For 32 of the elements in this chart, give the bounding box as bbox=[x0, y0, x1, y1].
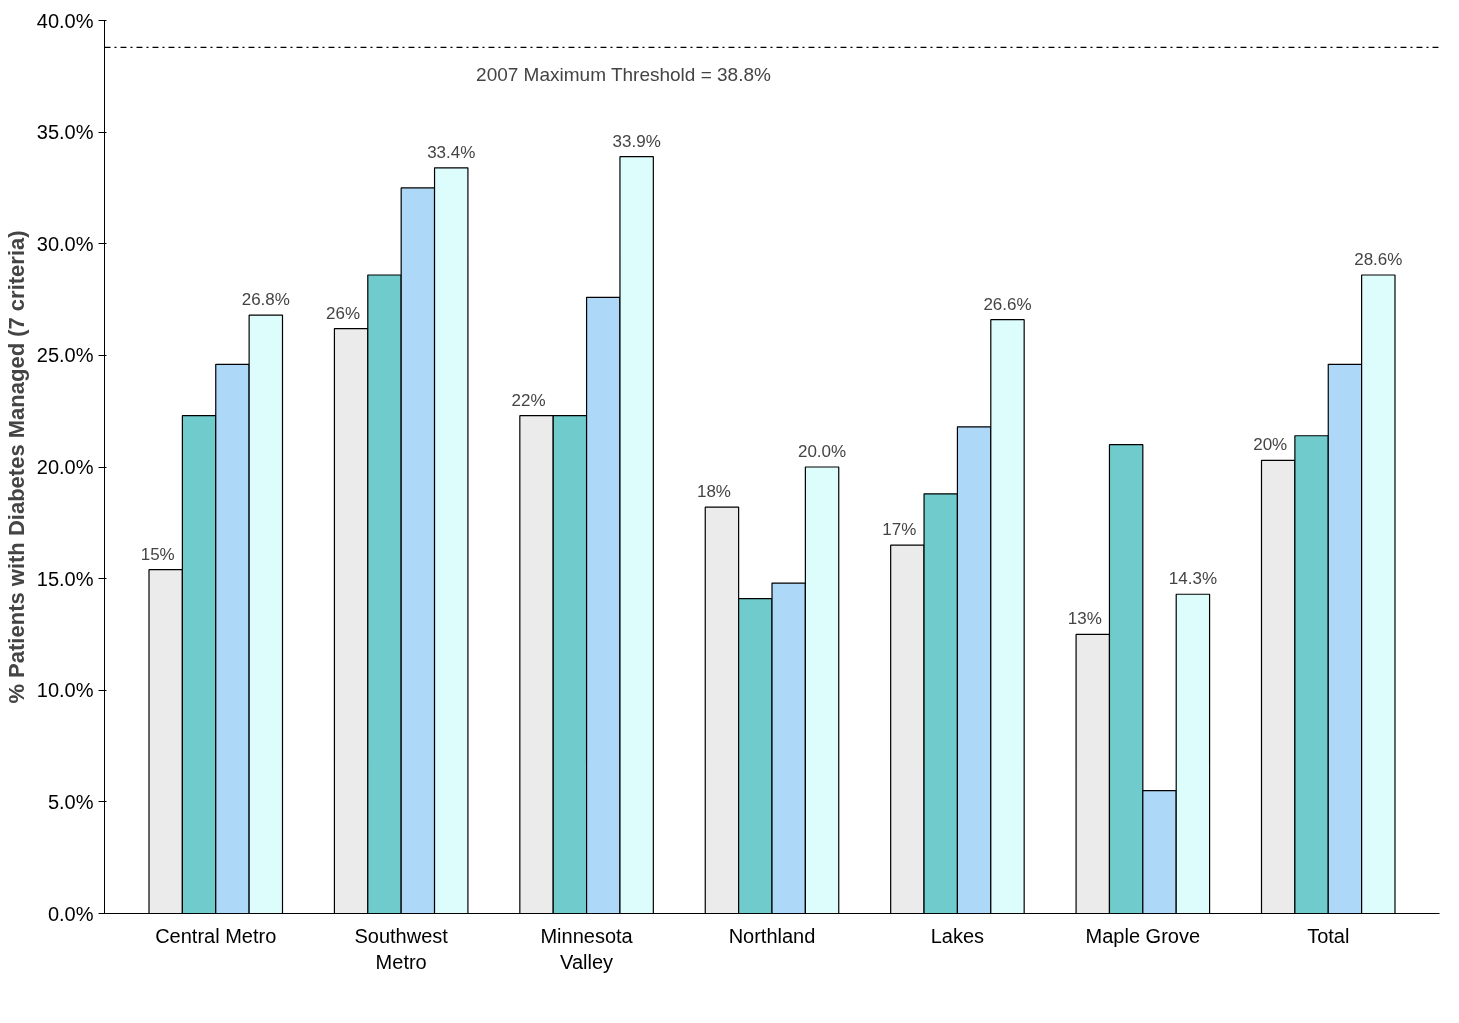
data-label: 20.0% bbox=[797, 442, 847, 461]
data-label: 17% bbox=[882, 520, 917, 540]
y-tick-label: 10.0% bbox=[36, 679, 94, 702]
data-label: 26% bbox=[326, 303, 361, 323]
data-label: 20% bbox=[1253, 435, 1288, 455]
x-tick-label: Total bbox=[1307, 924, 1350, 947]
data-label: 33.4% bbox=[427, 142, 476, 162]
y-tick-label: 40.0% bbox=[36, 9, 94, 32]
x-tick-label: Southwest Metro bbox=[354, 924, 449, 973]
y-tick-label: 25.0% bbox=[36, 344, 94, 367]
y-tick-label: 20.0% bbox=[36, 456, 94, 478]
ref-line-label: 2007 Maximum Threshold = 38.8% bbox=[476, 64, 772, 86]
y-tick-label: 0.0% bbox=[47, 902, 94, 925]
data-label: 26.8% bbox=[241, 290, 290, 310]
data-label: 22% bbox=[511, 390, 546, 410]
data-label: 26.6% bbox=[983, 294, 1032, 314]
x-tick-label: Central Metro bbox=[155, 924, 277, 947]
data-label: 33.9% bbox=[612, 131, 661, 151]
x-tick-label: Maple Grove bbox=[1085, 924, 1201, 947]
y-tick-label: 5.0% bbox=[47, 790, 94, 813]
x-tick-label: Lakes bbox=[930, 924, 985, 947]
y-tick-label: 35.0% bbox=[36, 121, 94, 144]
y-tick-label: 30.0% bbox=[36, 232, 94, 255]
data-label: 15% bbox=[140, 544, 175, 564]
data-label: 14.3% bbox=[1168, 569, 1217, 589]
y-axis-title: % Patients with Diabetes Managed (7 criteria) bbox=[3, 230, 29, 704]
y-tick-label: 15.0% bbox=[36, 567, 94, 590]
x-tick-label: Northland bbox=[728, 924, 816, 947]
x-tick-label: Minnesota Valley bbox=[540, 924, 634, 973]
data-label: 13% bbox=[1067, 609, 1102, 629]
data-label: 28.6% bbox=[1354, 250, 1403, 270]
data-label: 18% bbox=[696, 482, 731, 502]
